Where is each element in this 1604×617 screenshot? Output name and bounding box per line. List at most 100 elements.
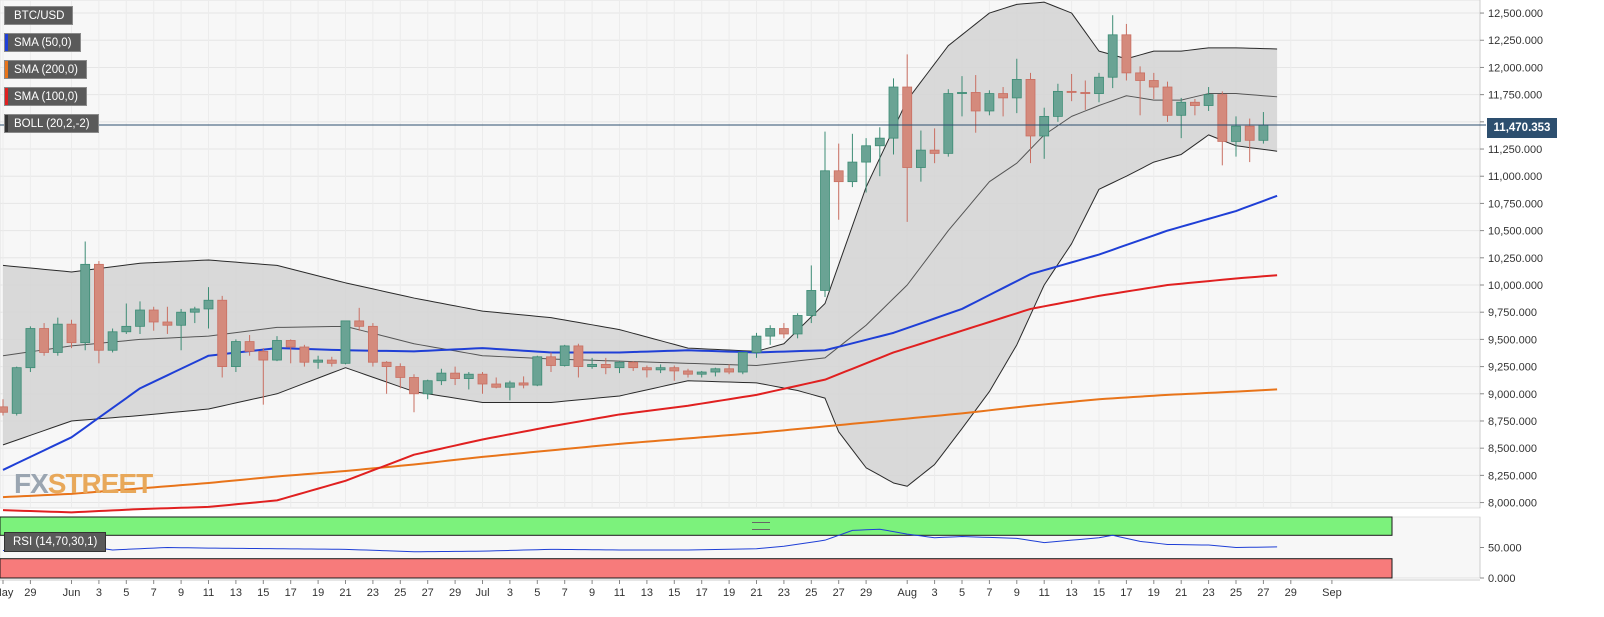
date-tick-label: 15 [668, 587, 680, 599]
candle-body [587, 364, 597, 367]
date-tick-label: 25 [805, 587, 817, 599]
price-tick-label: 8,000.000 [1488, 498, 1537, 510]
price-tick-label: 11,750.000 [1488, 90, 1542, 102]
rsi-overbought-zone [0, 516, 1393, 536]
indicator-label-boll[interactable]: BOLL (20,2,-2) [4, 114, 99, 133]
candle-body [1258, 124, 1269, 141]
price-tick-label: 8,250.000 [1488, 470, 1537, 482]
price-tick-label: 10,000.000 [1488, 280, 1543, 292]
date-tick-label: 23 [778, 587, 790, 599]
candle-body [1053, 90, 1063, 117]
price-tick-label: 12,250.000 [1488, 35, 1543, 47]
candle-body [847, 161, 858, 183]
candle-body [833, 170, 844, 183]
price-tick-label: 12,000.000 [1488, 62, 1543, 74]
date-tick-label: 21 [1175, 587, 1187, 599]
candle-body [710, 368, 721, 373]
candle-body [0, 406, 8, 413]
candle-body [751, 335, 762, 353]
candle-body [1217, 94, 1228, 142]
candle-body [874, 137, 885, 147]
candle-body [162, 321, 173, 326]
date-tick-label: 15 [1093, 587, 1105, 599]
date-tick-label: 9 [178, 587, 184, 599]
date-tick-label: 21 [339, 587, 351, 599]
price-tick-label: 11,000.000 [1488, 171, 1542, 183]
fxstreet-watermark: FXSTREET [14, 468, 153, 499]
pane-splitter-handle[interactable] [752, 522, 770, 530]
candle-body [806, 290, 817, 316]
candle-body [299, 346, 310, 363]
bollinger-upper-line [2, 1, 1278, 352]
date-tick-label: 21 [750, 587, 762, 599]
candle-body [1121, 34, 1132, 74]
candle-body [176, 311, 187, 326]
price-tick-label: 10,750.000 [1488, 198, 1543, 210]
date-tick-label: 19 [723, 587, 735, 599]
date-tick-label: 29 [449, 587, 461, 599]
candle-body [244, 341, 255, 352]
candle-body [1080, 92, 1091, 94]
price-tick-label: 10,250.000 [1488, 253, 1543, 265]
date-tick-label: 15 [257, 587, 269, 599]
date-tick-label: 7 [986, 587, 992, 599]
candle-body [381, 361, 392, 367]
date-tick-label: 7 [151, 587, 157, 599]
candle-body [1011, 79, 1022, 99]
candle-body [1203, 94, 1214, 106]
date-tick-label: 11 [614, 587, 625, 599]
candle-body [573, 345, 584, 367]
rsi-panel: 50.000 0.000 [0, 516, 1522, 585]
rsi-indicator-label[interactable]: RSI (14,70,30,1) [4, 532, 107, 552]
candle-body [1176, 101, 1187, 116]
bollinger-band-fill [3, 2, 1278, 487]
candle-body [765, 328, 776, 337]
candle-body [203, 299, 214, 310]
date-tick-label: 29 [1285, 587, 1297, 599]
date-tick-label: 29 [24, 587, 36, 599]
date-tick-label: 27 [833, 587, 845, 599]
candle-body [546, 356, 556, 366]
candle-body [272, 340, 282, 361]
indicator-label-sma200[interactable]: SMA (200,0) [4, 60, 87, 79]
date-tick-label: 3 [96, 587, 102, 599]
candle-body [820, 170, 830, 291]
candle-body [696, 371, 707, 375]
candle-body [628, 361, 639, 369]
indicator-label-sma50[interactable]: SMA (50,0) [4, 33, 81, 52]
candle-body [436, 372, 447, 382]
rsi-oversold-zone [0, 558, 1393, 579]
candle-body [1066, 90, 1077, 93]
candle-body [642, 367, 652, 371]
indicator-label-sma100[interactable]: SMA (100,0) [4, 87, 87, 106]
candle-body [450, 372, 461, 379]
candle-body [313, 359, 324, 363]
candle-body [655, 367, 666, 371]
candle-body [395, 366, 406, 378]
candle-body [532, 356, 543, 386]
candle-body [1190, 101, 1200, 106]
date-tick-label: 13 [641, 587, 653, 599]
date-tick-label: 5 [534, 587, 540, 599]
candle-body [94, 263, 104, 351]
price-tick-label: 11,250.000 [1488, 144, 1542, 156]
candle-body [491, 383, 502, 388]
candle-body [1094, 76, 1104, 94]
date-tick-label: 17 [1120, 587, 1132, 599]
candle-body [39, 328, 49, 353]
bollinger-middle-line [2, 93, 1278, 366]
date-tick-label: 3 [507, 587, 513, 599]
candle-body [463, 373, 474, 379]
candle-body [135, 309, 145, 327]
date-tick-label: 23 [1202, 587, 1214, 599]
date-tick-label: 7 [562, 587, 568, 599]
candle-body [1162, 86, 1173, 116]
candle-body [1148, 80, 1159, 88]
date-axis: May 29 Jun 3 5 7 9 11 13 15 17 19 21 23 25 27 29 Jul 3 5 7 9 1… [0, 579, 1480, 599]
indicator-label-symbol[interactable]: BTC/USD [4, 6, 74, 25]
date-tick-label: 9 [589, 587, 595, 599]
candle-body [929, 149, 940, 154]
candle-body [984, 93, 995, 112]
sma200-line [2, 388, 1278, 499]
price-tick-label: 9,000.000 [1488, 389, 1537, 401]
